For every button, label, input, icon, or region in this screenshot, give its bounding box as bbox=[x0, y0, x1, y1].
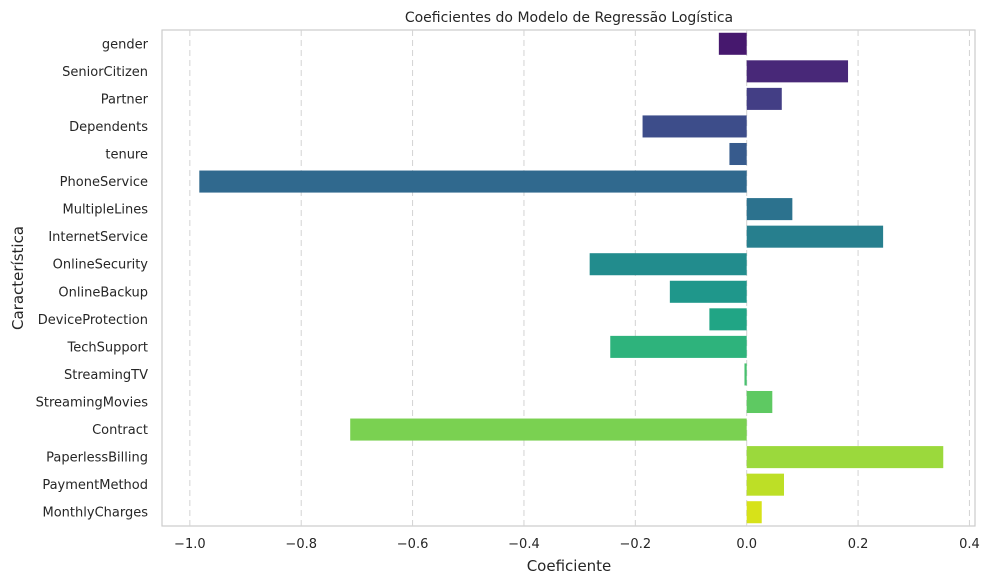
plot-frame bbox=[161, 29, 976, 527]
bar-PaperlessBilling bbox=[746, 446, 944, 469]
x-tick-label: −1.0 bbox=[174, 537, 206, 552]
bar-OnlineSecurity bbox=[589, 253, 747, 276]
y-tick-label: tenure bbox=[105, 148, 148, 163]
y-tick-label: StreamingTV bbox=[64, 368, 148, 383]
bar-InternetService bbox=[746, 225, 884, 248]
bar-SeniorCitizen bbox=[746, 60, 849, 83]
bar-Contract bbox=[350, 418, 747, 441]
bar-MultipleLines bbox=[746, 198, 793, 221]
bar-OnlineBackup bbox=[669, 280, 747, 303]
y-tick-label: gender bbox=[102, 37, 149, 52]
bar-PaymentMethod bbox=[746, 473, 785, 496]
y-tick-label: TechSupport bbox=[66, 340, 148, 355]
x-tick-label: −0.4 bbox=[508, 537, 540, 552]
bars bbox=[199, 32, 944, 524]
x-tick-label: 0.2 bbox=[848, 537, 869, 552]
bar-StreamingMovies bbox=[746, 390, 773, 414]
bar-tenure bbox=[729, 142, 747, 166]
y-tick-label: OnlineBackup bbox=[58, 285, 148, 300]
y-tick-label: PhoneService bbox=[60, 175, 148, 190]
bar-StreamingTV bbox=[744, 363, 747, 386]
chart-title: Coeficientes do Modelo de Regressão Logí… bbox=[405, 10, 733, 26]
x-tick-label: 0.4 bbox=[959, 537, 980, 552]
bar-Dependents bbox=[642, 115, 747, 138]
y-tick-label: MonthlyCharges bbox=[43, 506, 149, 521]
x-tick-label: −0.2 bbox=[620, 537, 652, 552]
y-tick-label: StreamingMovies bbox=[36, 396, 149, 411]
x-tick-label: 0.0 bbox=[736, 537, 757, 552]
y-tick-label: DeviceProtection bbox=[38, 313, 148, 328]
y-tick-label: MultipleLines bbox=[62, 203, 148, 218]
y-tick-label: PaymentMethod bbox=[42, 478, 148, 493]
bar-PhoneService bbox=[199, 170, 747, 193]
y-tick-label: Partner bbox=[101, 92, 149, 107]
x-tick-label: −0.6 bbox=[397, 537, 429, 552]
y-tick-label: InternetService bbox=[48, 230, 148, 245]
y-tick-label: Contract bbox=[92, 423, 148, 438]
x-tick-labels: −1.0 −0.8 −0.6 −0.4 −0.2 0.0 0.2 0.4 bbox=[174, 537, 980, 552]
y-axis-label: Característica bbox=[9, 226, 27, 330]
y-tick-label: PaperlessBilling bbox=[46, 451, 148, 466]
y-tick-label: SeniorCitizen bbox=[62, 65, 148, 80]
y-tick-labels: gender SeniorCitizen Partner Dependents tenu… bbox=[36, 37, 149, 520]
bar-DeviceProtection bbox=[709, 308, 747, 331]
bar-TechSupport bbox=[610, 335, 747, 358]
bar-MonthlyCharges bbox=[746, 501, 762, 524]
bar-Partner bbox=[746, 87, 782, 110]
x-tick-label: −0.8 bbox=[285, 537, 317, 552]
y-tick-label: OnlineSecurity bbox=[53, 258, 149, 273]
x-axis-label: Coeficiente bbox=[527, 557, 612, 575]
grid-lines bbox=[189, 30, 970, 526]
y-tick-label: Dependents bbox=[69, 120, 148, 135]
bar-gender bbox=[718, 32, 747, 55]
